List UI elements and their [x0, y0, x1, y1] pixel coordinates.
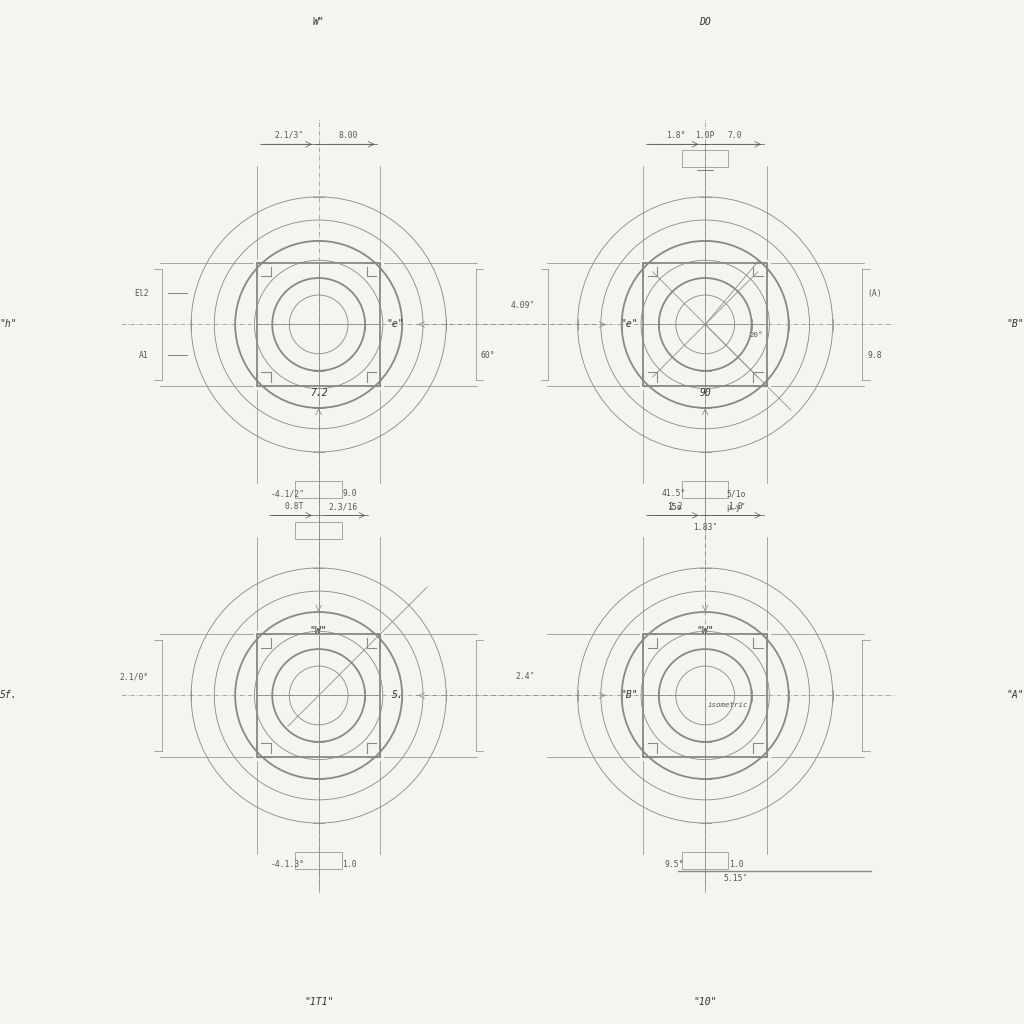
Text: 9.5°: 9.5° — [665, 860, 684, 869]
Text: 2.4": 2.4" — [516, 673, 536, 681]
Bar — [682, 852, 728, 869]
Text: (A): (A) — [867, 289, 882, 298]
Text: "A": "A" — [1007, 690, 1024, 700]
Text: 2.2: 2.2 — [669, 502, 683, 511]
Text: "B": "B" — [621, 690, 638, 700]
Text: "10": "10" — [693, 997, 717, 1007]
Text: "W": "W" — [696, 626, 714, 636]
Text: 2.1/3": 2.1/3" — [274, 131, 303, 139]
Text: El2: El2 — [134, 289, 148, 298]
Text: "W": "W" — [310, 626, 328, 636]
Bar — [296, 852, 342, 869]
Text: 1.0: 1.0 — [729, 860, 743, 869]
Text: 9.0: 9.0 — [342, 489, 357, 498]
Text: 5.: 5. — [392, 690, 403, 700]
Text: isometric: isometric — [709, 701, 749, 708]
Text: 60°: 60° — [481, 351, 496, 359]
Text: 4.09": 4.09" — [511, 301, 536, 310]
Bar — [257, 262, 381, 386]
Text: 5f.: 5f. — [0, 690, 17, 700]
Text: -4.1.3°: -4.1.3° — [270, 860, 305, 869]
Text: 7.2: 7.2 — [310, 388, 328, 398]
Text: 20°: 20° — [750, 332, 763, 338]
Bar — [296, 521, 342, 539]
Text: 5.15": 5.15" — [724, 874, 749, 884]
Bar — [682, 481, 728, 499]
Text: 41.5°: 41.5° — [663, 489, 686, 498]
Text: -4.1/2": -4.1/2" — [270, 489, 305, 498]
Text: 1.83": 1.83" — [693, 523, 718, 532]
Text: DO: DO — [699, 16, 711, 27]
Bar — [296, 481, 342, 499]
Text: 2.3/16: 2.3/16 — [329, 503, 358, 512]
Text: 0.8T: 0.8T — [285, 503, 304, 512]
Text: 2.1/0°: 2.1/0° — [120, 673, 148, 681]
Text: 90: 90 — [699, 388, 711, 398]
Text: 1.0: 1.0 — [728, 502, 742, 511]
Bar — [643, 262, 767, 386]
Bar — [682, 151, 728, 168]
Bar — [643, 634, 767, 758]
Text: "e": "e" — [386, 319, 403, 330]
Text: 1.0: 1.0 — [342, 860, 357, 869]
Text: W": W" — [312, 16, 325, 27]
Text: 9.8: 9.8 — [867, 351, 882, 359]
Text: 7.0: 7.0 — [728, 131, 742, 139]
Text: A1: A1 — [139, 351, 148, 359]
Text: 1.0P: 1.0P — [695, 131, 715, 139]
Bar — [257, 634, 381, 758]
Text: µ.y": µ.y" — [726, 503, 745, 512]
Text: "B": "B" — [1007, 319, 1024, 330]
Text: "1T1": "1T1" — [304, 997, 334, 1007]
Text: 15o: 15o — [667, 503, 682, 512]
Text: 1.8°: 1.8° — [666, 131, 685, 139]
Text: 5/1o: 5/1o — [726, 489, 745, 498]
Text: "e": "e" — [621, 319, 638, 330]
Text: 8.00: 8.00 — [339, 131, 358, 139]
Text: "h": "h" — [0, 319, 17, 330]
